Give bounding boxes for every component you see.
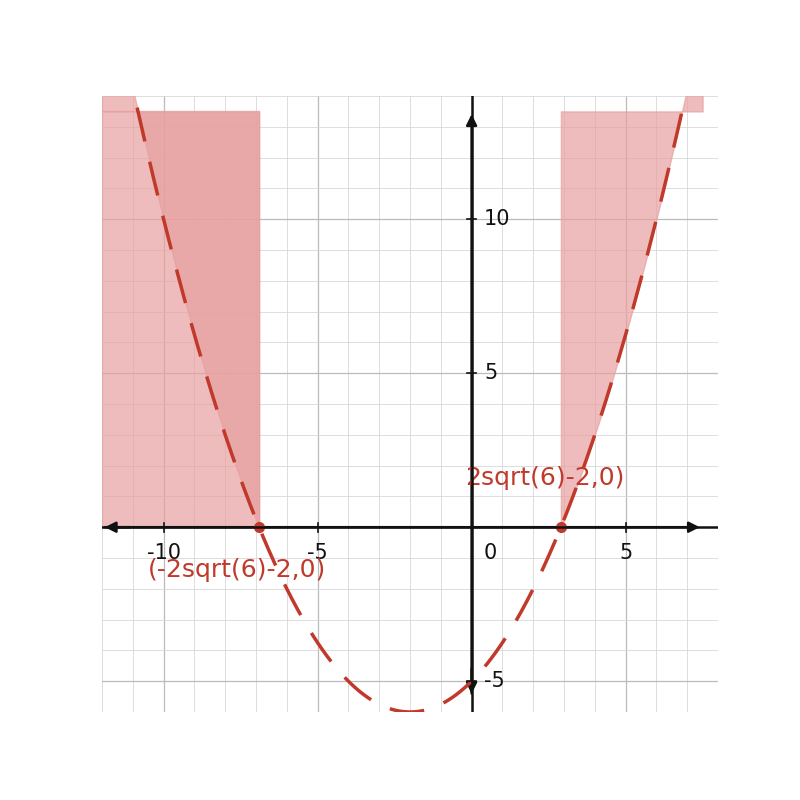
Text: 0: 0 [484,542,497,562]
Text: -5: -5 [307,542,328,562]
Text: -5: -5 [484,671,505,691]
Text: (-2sqrt(6)-2,0): (-2sqrt(6)-2,0) [148,558,326,582]
Text: 2sqrt(6)-2,0): 2sqrt(6)-2,0) [466,466,625,490]
Text: 5: 5 [484,363,497,383]
Text: 10: 10 [484,210,510,230]
Text: 5: 5 [619,542,632,562]
Text: -10: -10 [146,542,181,562]
